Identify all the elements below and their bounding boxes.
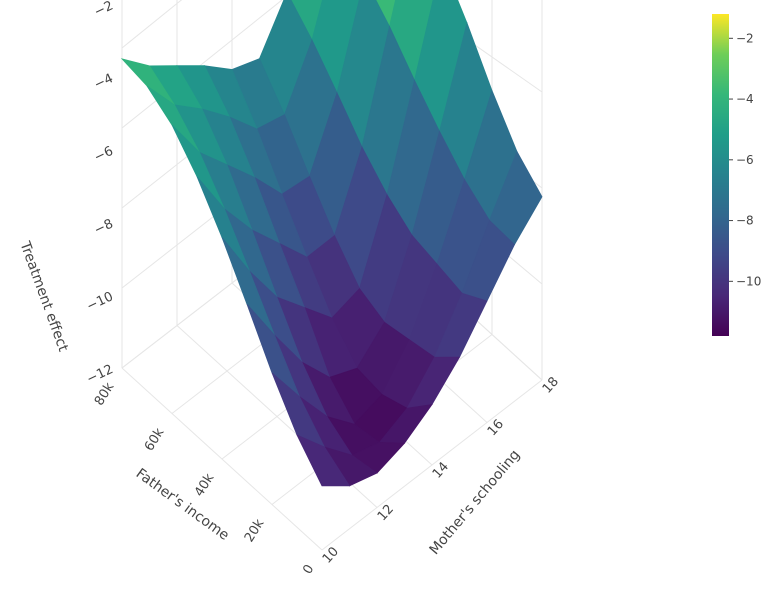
y-tick-label: 14	[430, 459, 452, 481]
x-tick-label: 40k	[192, 471, 218, 500]
colorbar-tick-label: −8	[736, 214, 754, 228]
colorbar-tick-label: −6	[736, 153, 754, 167]
colorbar: −2 −4 −6 −8 −10	[712, 14, 761, 336]
z-tick-label: −2	[92, 0, 116, 20]
y-tick-label: 10	[320, 544, 342, 566]
y-tick-label: 12	[375, 502, 397, 524]
z-tick-label: −6	[92, 144, 116, 166]
y-tick-label: 16	[485, 417, 507, 439]
surface-patch	[296, 434, 351, 487]
z-tick-label: −4	[92, 71, 116, 93]
x-tick-label: 60k	[142, 425, 168, 454]
colorbar-gradient	[712, 14, 729, 336]
y-tick-label: 18	[540, 374, 562, 396]
z-tick-label: −12	[84, 362, 115, 387]
colorbar-tick-label: −2	[736, 31, 754, 45]
z-tick-label: −8	[92, 217, 116, 239]
colorbar-tick-label: −4	[736, 92, 754, 106]
x-tick-label: 20k	[242, 516, 268, 545]
z-axis-title: Treatment effect	[16, 239, 71, 355]
grid-line	[121, 0, 183, 49]
colorbar-tick-label: −10	[736, 274, 761, 288]
x-axis-title: Father's income	[133, 466, 232, 544]
x-tick-label: 0	[300, 562, 317, 577]
surface-mesh	[120, 0, 543, 487]
z-tick-label: −10	[84, 289, 115, 314]
